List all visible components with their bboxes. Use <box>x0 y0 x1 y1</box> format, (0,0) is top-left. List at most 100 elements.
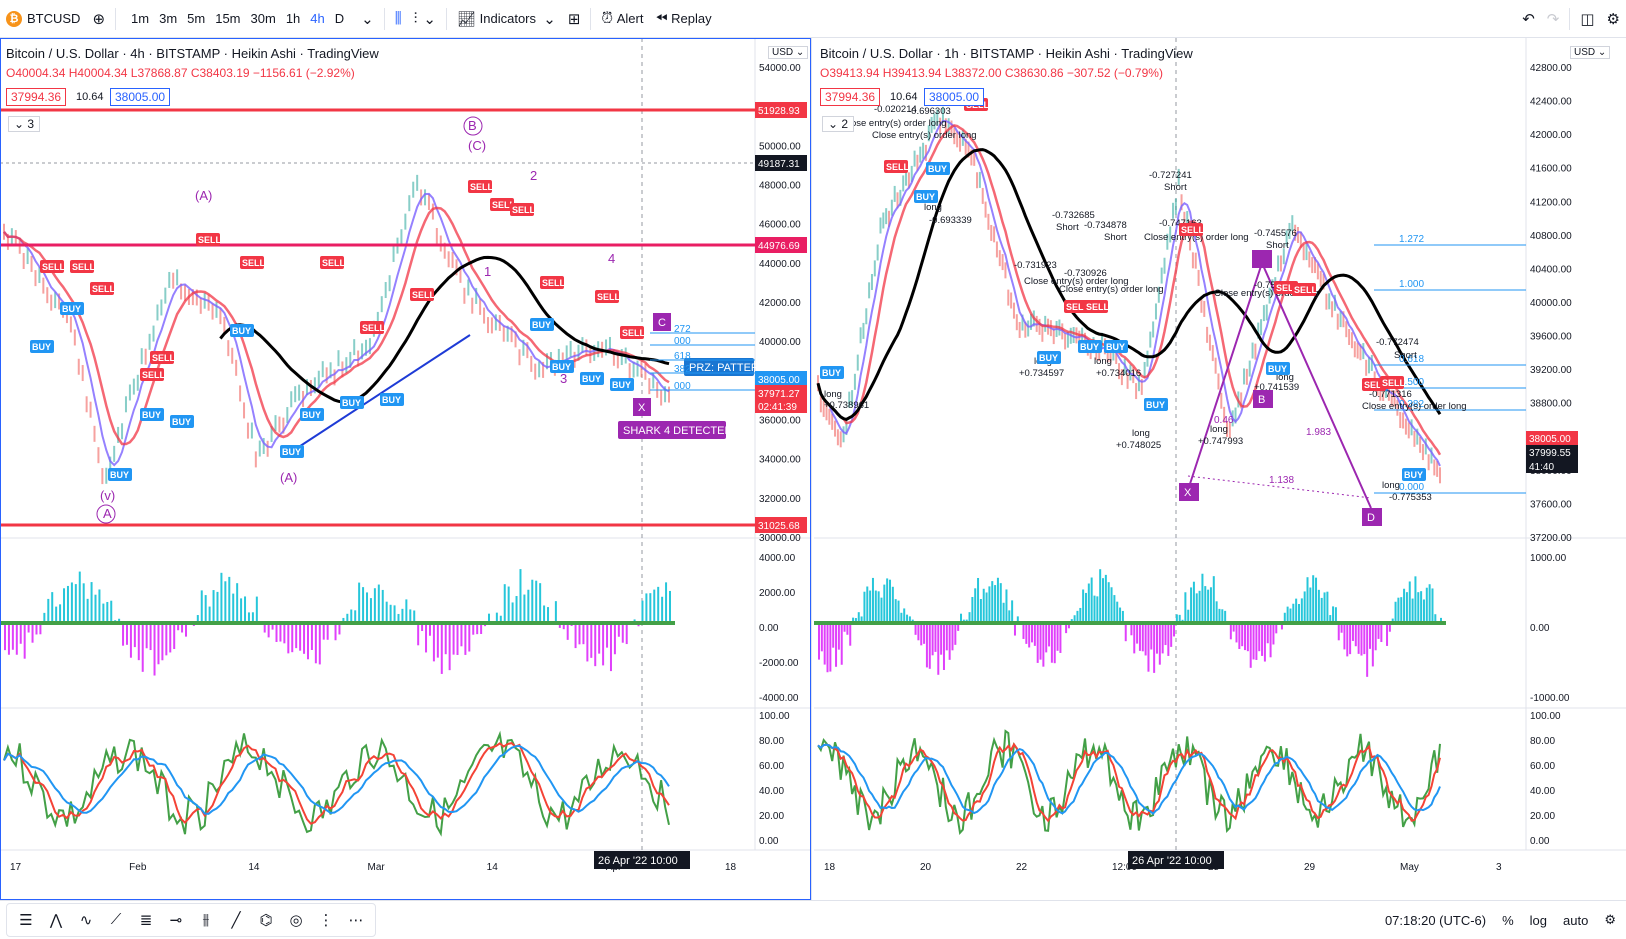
measure-icon[interactable]: ⫵ <box>191 906 221 934</box>
horizontal-line-icon[interactable]: ⊸ <box>161 906 191 934</box>
settings-button[interactable]: ⚙ <box>1601 0 1626 38</box>
elliott-wave-label: 3 <box>560 371 567 386</box>
histogram-bar <box>1216 601 1218 623</box>
line-icon[interactable]: ╱ <box>221 906 251 934</box>
fib-level-label: 272 <box>674 324 691 335</box>
candle <box>1209 335 1211 351</box>
templates-button[interactable]: ⊞ <box>562 0 587 38</box>
candle <box>164 288 166 304</box>
candle <box>1175 199 1177 215</box>
candle <box>1249 361 1251 377</box>
indicators-collapse[interactable]: ⌄ 3 <box>8 116 40 132</box>
elliott-wave-label: 2 <box>530 168 537 183</box>
sell-signal-label: SELL <box>470 182 494 192</box>
rsi-tick-label: 60.00 <box>759 761 784 772</box>
histogram-bar <box>409 609 411 623</box>
compare-add-button[interactable]: ⊕ <box>86 0 111 38</box>
bar-style-button[interactable]: ⫼ <box>389 0 408 38</box>
interval-1m[interactable]: 1m <box>126 11 154 26</box>
abc-pattern-icon[interactable]: ⋀ <box>41 906 71 934</box>
histogram-bar <box>1431 588 1433 623</box>
candle <box>381 296 383 312</box>
histogram-bar <box>12 623 14 650</box>
log-toggle[interactable]: log <box>1530 913 1547 928</box>
currency-selector[interactable]: USD ⌄ <box>1570 46 1610 59</box>
candle <box>1320 271 1322 287</box>
histogram-bar <box>594 623 596 666</box>
candle <box>993 226 995 242</box>
layout-button[interactable]: ◫ <box>1574 0 1600 38</box>
symbol-search[interactable]: ₿BTCUSD <box>0 0 86 38</box>
interval-5m[interactable]: 5m <box>182 11 210 26</box>
indicators-button[interactable]: 📈︎ Indicators ⌄ <box>451 0 562 38</box>
buy-signal-label: BUY <box>110 470 129 480</box>
trend-line <box>288 335 470 454</box>
price-tick-label: 44000.00 <box>759 259 801 270</box>
candle <box>125 396 127 412</box>
replay-button[interactable]: ⏪︎ Replay <box>649 0 717 38</box>
menu-icon[interactable]: ☰ <box>11 906 41 934</box>
interval-15m[interactable]: 15m <box>210 11 245 26</box>
chart-canvas-right[interactable]: 42800.0042400.0042000.0041600.0041200.00… <box>814 38 1626 900</box>
interval-D[interactable]: D <box>330 11 349 26</box>
interval-30m[interactable]: 30m <box>246 11 281 26</box>
sell-signal-label: SELL <box>622 328 646 338</box>
chart-settings-icon[interactable]: ⚙ <box>1604 912 1616 928</box>
cycle-icon[interactable]: ◎ <box>281 906 311 934</box>
ask-price[interactable]: 38005.00 <box>110 88 170 106</box>
interval-dropdown[interactable]: ⌄ <box>355 0 380 38</box>
histogram-bar <box>315 623 317 663</box>
price-tick-label: 54000.00 <box>759 63 801 74</box>
ranges-icon[interactable]: ⋮ <box>311 906 341 934</box>
interval-3m[interactable]: 3m <box>154 11 182 26</box>
time-tick-label: 20 <box>920 862 932 873</box>
histogram-bar <box>880 598 882 623</box>
candle <box>982 188 984 204</box>
percent-toggle[interactable]: % <box>1502 913 1514 928</box>
histogram-bar <box>283 623 285 643</box>
candle <box>1243 368 1245 384</box>
histogram-bar <box>610 623 612 671</box>
last-price-label: 37999.55 <box>1529 448 1571 459</box>
interval-1h[interactable]: 1h <box>281 11 305 26</box>
currency-selector[interactable]: USD ⌄ <box>768 46 808 59</box>
candle <box>27 248 29 264</box>
candle <box>275 415 277 431</box>
price-tick-label: 40000.00 <box>759 337 801 348</box>
chart-pane-left[interactable]: 54000.0052000.0050000.0048000.0046000.00… <box>0 38 812 900</box>
trend-line-icon[interactable]: ⟋ <box>101 906 131 934</box>
elliott-wave-icon[interactable]: ∿ <box>71 906 101 934</box>
redo-button[interactable]: ↷ <box>1541 0 1566 38</box>
bid-price[interactable]: 37994.36 <box>6 88 66 106</box>
histogram-bar <box>1167 623 1169 656</box>
rsi-tick-label: 20.00 <box>1530 811 1555 822</box>
histogram-bar <box>401 609 403 623</box>
ask-price[interactable]: 38005.00 <box>924 88 984 106</box>
network-icon[interactable]: ⌬ <box>251 906 281 934</box>
candle <box>1351 332 1353 348</box>
histogram-bar <box>980 599 982 623</box>
chart-canvas-left[interactable]: 54000.0052000.0050000.0048000.0046000.00… <box>0 38 812 900</box>
histogram-bar <box>1343 623 1345 649</box>
spread-value: 10.64 <box>890 91 918 103</box>
auto-toggle[interactable]: auto <box>1563 913 1588 928</box>
candle <box>267 441 269 457</box>
undo-button[interactable]: ↶ <box>1516 0 1541 38</box>
candle <box>479 299 481 315</box>
bid-price[interactable]: 37994.36 <box>820 88 880 106</box>
histogram-bar <box>173 623 175 649</box>
alert-button[interactable]: ⏰︎ Alert <box>595 0 649 38</box>
indicators-collapse[interactable]: ⌄ 2 <box>822 116 854 132</box>
histogram-bar <box>1287 607 1289 623</box>
price-tick-label: 42800.00 <box>1530 63 1572 74</box>
interval-4h[interactable]: 4h <box>305 11 329 26</box>
histogram-bar <box>1380 623 1382 642</box>
settings-lines-icon[interactable]: ⋯ <box>341 906 371 934</box>
candle <box>976 172 978 188</box>
histogram-bar <box>1034 623 1036 646</box>
chart-type-button[interactable]: ⫶⌄ <box>408 0 442 38</box>
histogram-bar <box>1125 623 1127 641</box>
fib-icon[interactable]: ≣ <box>131 906 161 934</box>
strategy-annotation: -0.730926 <box>1064 268 1107 279</box>
